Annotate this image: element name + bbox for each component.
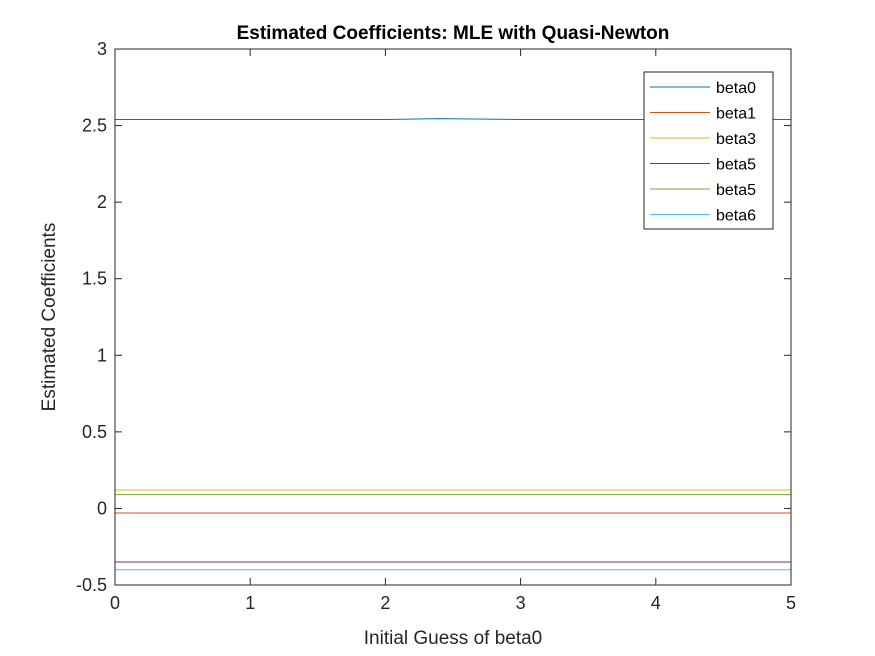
y-tick-label: 2 <box>97 192 107 212</box>
x-tick-label: 5 <box>786 593 796 613</box>
legend-item-beta0-1: beta0 <box>650 80 756 97</box>
legend-item-beta5-4: beta5 <box>650 157 756 174</box>
legend-label: beta1 <box>716 106 756 123</box>
legend-item-beta5-5: beta5 <box>650 182 756 199</box>
x-axis-label: Initial Guess of beta0 <box>364 628 543 649</box>
plot-frame <box>114 48 792 586</box>
x-axis: 0 1 2 3 4 5 <box>110 49 796 613</box>
x-tick-label: 0 <box>110 593 120 613</box>
legend: beta0 beta1 beta3 beta5 beta5 beta6 <box>643 71 774 230</box>
chart-title: Estimated Coefficients: MLE with Quasi-N… <box>237 23 670 44</box>
legend-label: beta3 <box>716 131 756 148</box>
y-tick-label: 1.5 <box>82 269 107 289</box>
x-tick-label: 4 <box>651 593 661 613</box>
legend-label: beta5 <box>716 182 756 199</box>
y-tick-label: -0.5 <box>76 575 107 595</box>
y-tick-label: 0 <box>97 498 107 518</box>
y-tick-label: 1 <box>97 345 107 365</box>
legend-item-beta1-2: beta1 <box>650 106 756 123</box>
y-tick-label: 3 <box>97 39 107 59</box>
legend-label: beta0 <box>716 80 756 97</box>
x-tick-label: 2 <box>380 593 390 613</box>
y-axis: -0.5 0 0.5 1 1.5 2 2.5 3 <box>76 39 791 595</box>
y-axis-label: Estimated Coefficients <box>39 223 60 412</box>
y-tick-label: 0.5 <box>82 422 107 442</box>
y-tick-label: 2.5 <box>82 116 107 136</box>
legend-label: beta5 <box>716 157 756 174</box>
legend-item-beta3-3: beta3 <box>650 131 756 148</box>
x-tick-label: 1 <box>245 593 255 613</box>
legend-box <box>643 71 774 230</box>
x-tick-label: 3 <box>516 593 526 613</box>
legend-item-beta6-6: beta6 <box>650 208 756 225</box>
legend-label: beta6 <box>716 208 756 225</box>
